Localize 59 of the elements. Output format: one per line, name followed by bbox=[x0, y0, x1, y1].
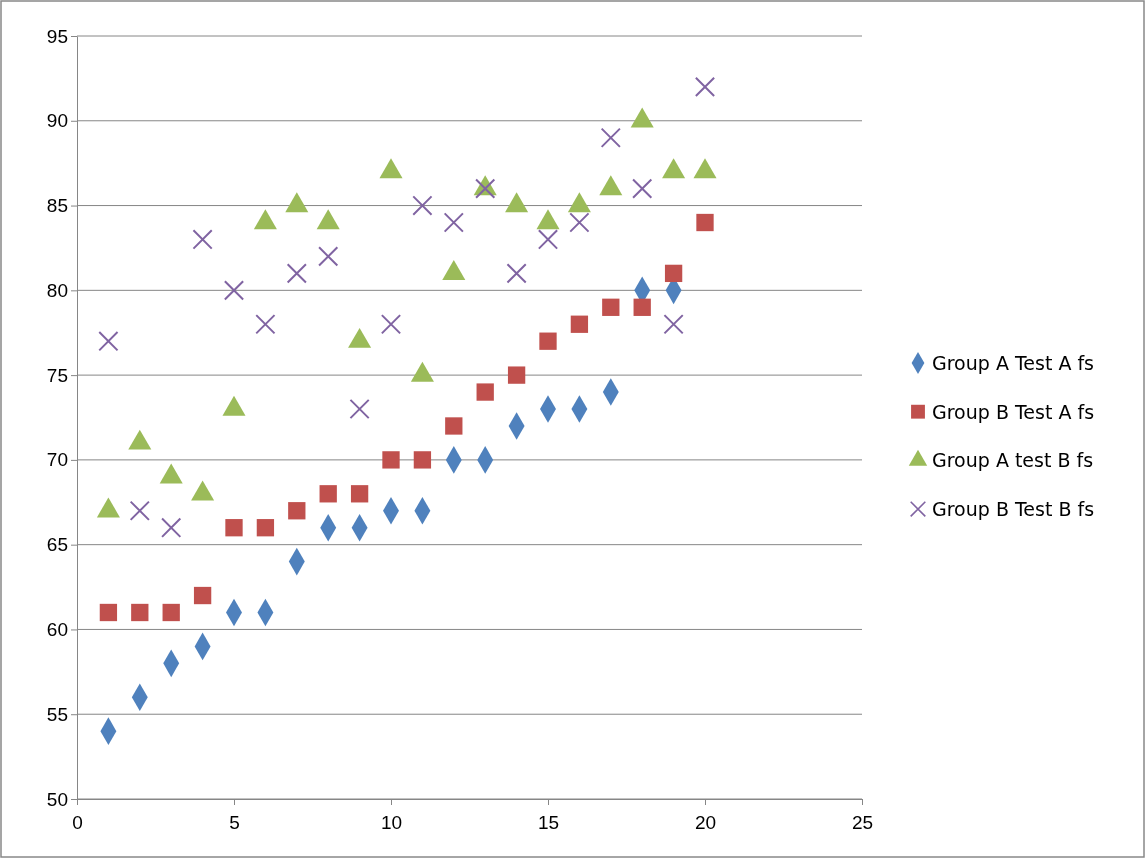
legend-label: Group B Test B fs bbox=[932, 498, 1095, 521]
point bbox=[318, 246, 339, 267]
point bbox=[600, 127, 621, 148]
point bbox=[129, 500, 150, 521]
legend-label: Group A Test A fs bbox=[932, 352, 1095, 374]
x-tick-label: 15 bbox=[537, 811, 560, 833]
point bbox=[192, 229, 213, 250]
x-tick-label: 20 bbox=[694, 811, 717, 833]
y-tick-label: 80 bbox=[46, 279, 68, 301]
point bbox=[506, 263, 527, 284]
point bbox=[602, 298, 620, 316]
point bbox=[193, 586, 212, 605]
point bbox=[664, 264, 683, 283]
point bbox=[507, 366, 526, 384]
point bbox=[223, 280, 245, 301]
point bbox=[445, 417, 463, 435]
point bbox=[537, 229, 559, 250]
point bbox=[350, 485, 369, 503]
point bbox=[99, 603, 118, 622]
x-tick-label: 5 bbox=[229, 811, 240, 833]
y-tick-label: 95 bbox=[46, 25, 68, 47]
point bbox=[319, 485, 337, 503]
y-tick-label: 75 bbox=[46, 364, 68, 386]
x-tick-label: 10 bbox=[380, 811, 403, 833]
point bbox=[225, 519, 243, 537]
point bbox=[380, 314, 402, 335]
y-tick-label: 85 bbox=[46, 195, 68, 217]
point bbox=[131, 603, 149, 622]
y-tick-label: 65 bbox=[46, 534, 68, 556]
point bbox=[476, 383, 494, 401]
y-tick-label: 50 bbox=[46, 788, 68, 810]
point bbox=[286, 263, 307, 284]
y-tick-label: 70 bbox=[46, 449, 68, 471]
point bbox=[443, 212, 464, 233]
point bbox=[663, 314, 684, 335]
point bbox=[255, 314, 276, 335]
y-tick-label: 60 bbox=[46, 619, 68, 641]
point bbox=[98, 331, 119, 352]
x-tick-label: 0 bbox=[72, 811, 83, 833]
point bbox=[694, 76, 716, 98]
point bbox=[570, 315, 589, 333]
y-tick-label: 90 bbox=[46, 110, 68, 132]
point bbox=[539, 332, 557, 350]
point bbox=[161, 517, 182, 538]
point bbox=[569, 212, 590, 233]
legend-label: Group B Test A fs bbox=[932, 400, 1095, 423]
point bbox=[349, 398, 370, 420]
point bbox=[412, 195, 433, 216]
point bbox=[162, 603, 180, 622]
y-tick-label: 55 bbox=[46, 703, 68, 725]
point bbox=[288, 502, 306, 520]
point bbox=[413, 451, 432, 469]
point bbox=[256, 519, 275, 537]
point bbox=[632, 178, 653, 199]
legend-label: Group A test B fs bbox=[932, 449, 1094, 472]
point bbox=[696, 213, 714, 232]
point bbox=[382, 451, 400, 469]
x-tick-label: 25 bbox=[851, 811, 874, 833]
point bbox=[633, 298, 651, 316]
